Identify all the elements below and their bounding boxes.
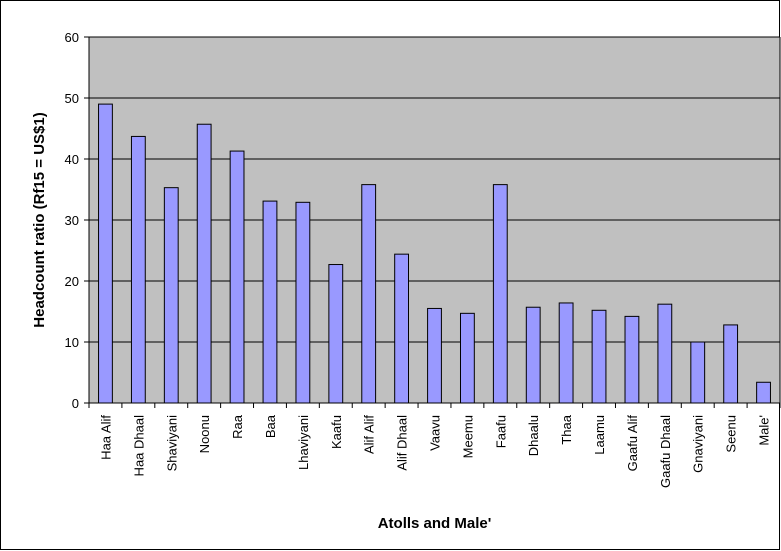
x-tick-label: Noonu [197,415,212,453]
bar [427,307,442,404]
bar [591,309,607,404]
bar [756,381,771,404]
x-tick-label: Shaviyani [164,415,179,471]
bar [295,201,311,404]
bar [558,302,574,404]
bar [492,184,508,404]
x-tick-label: Faafu [493,415,508,448]
axes [88,36,781,408]
bar [394,253,410,404]
bar [98,103,113,404]
x-tick-label: Male' [757,415,772,446]
x-tick-labels: Haa Alif Haa Dhaal Shaviyani Noonu Raa Baa Lha… [98,414,771,488]
x-tick-label: Gaafu Alif [625,415,640,472]
bar [723,324,739,404]
x-tick-label: Seenu [724,415,739,453]
x-tick-label: Raa [230,414,245,439]
bar [130,135,146,404]
bars [98,103,771,404]
x-tick-label: Haa Alif [98,415,113,460]
bar [624,315,640,404]
y-axis-title: Headcount ratio (Rf15 = US$1) [31,112,48,327]
bar [690,341,706,404]
x-tick-label: Gaafu Dhaal [658,415,673,488]
x-axis-title: Atolls and Male' [378,515,492,532]
bar [196,123,212,404]
y-tick-label: 60 [65,30,79,45]
bar [229,150,245,404]
x-tick-label: Vaavu [428,415,443,451]
y-tick-label: 30 [65,213,79,228]
x-tick-label: Thaa [559,414,574,444]
bar [459,312,475,404]
x-tick-label: Alif Dhaal [395,415,410,471]
bar [163,187,179,404]
bar [525,306,541,404]
bar [361,184,377,404]
bar [262,200,278,404]
x-tick-label: Kaafu [329,415,344,449]
x-tick-label: Haa Dhaal [131,415,146,477]
x-tick-label: Meemu [460,415,475,458]
x-tick-label: Gnaviyani [691,415,706,473]
y-tick-label: 20 [65,274,79,289]
bar [328,264,344,404]
x-tick-label: Laamu [592,415,607,455]
y-tick-label: 10 [65,335,79,350]
y-tick-label: 0 [72,396,79,411]
y-tick-label: 40 [65,152,79,167]
y-tick-labels: 0 10 20 30 40 50 60 [65,30,79,411]
x-tick-label: Baa [263,414,278,438]
x-tick-label: Lhaviyani [296,415,311,470]
bar [657,303,673,404]
x-tick-label: Alif Alif [362,415,377,454]
x-tick-label: Dhaalu [526,415,541,456]
y-tick-label: 50 [65,91,79,106]
